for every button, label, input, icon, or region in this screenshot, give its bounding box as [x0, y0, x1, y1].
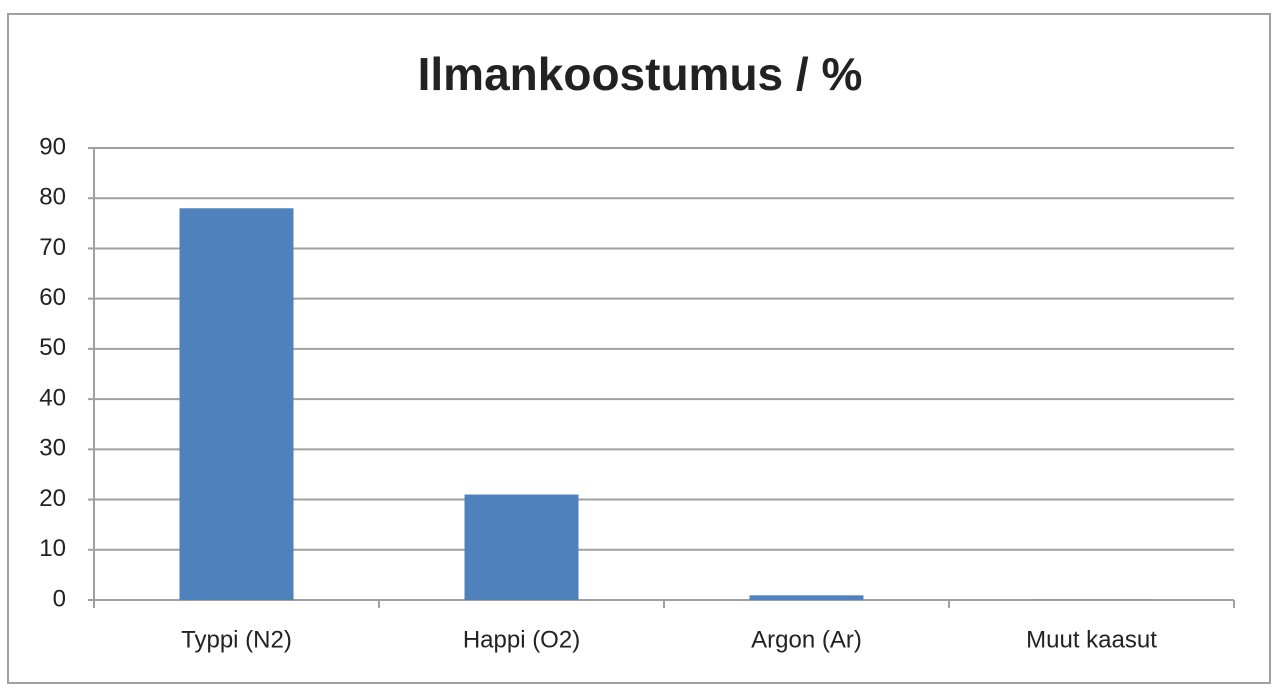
y-tick-label: 20 — [39, 485, 66, 512]
bar — [464, 494, 579, 600]
bar — [179, 208, 294, 600]
x-tick-label: Muut kaasut — [1026, 626, 1157, 653]
y-tick-label: 40 — [39, 384, 66, 411]
x-tick-label: Argon (Ar) — [751, 626, 862, 653]
y-tick-label: 80 — [39, 184, 66, 211]
x-tick-label: Happi (O2) — [463, 626, 580, 653]
y-tick-label: 50 — [39, 334, 66, 361]
y-tick-label: 10 — [39, 535, 66, 562]
y-tick-label: 0 — [53, 585, 66, 612]
y-tick-label: 60 — [39, 284, 66, 311]
y-tick-label: 70 — [39, 234, 66, 261]
x-tick-label: Typpi (N2) — [181, 626, 292, 653]
y-tick-label: 90 — [39, 133, 66, 160]
y-tick-label: 30 — [39, 435, 66, 462]
bar — [749, 595, 864, 600]
chart-title: Ilmankoostumus / % — [418, 48, 863, 100]
